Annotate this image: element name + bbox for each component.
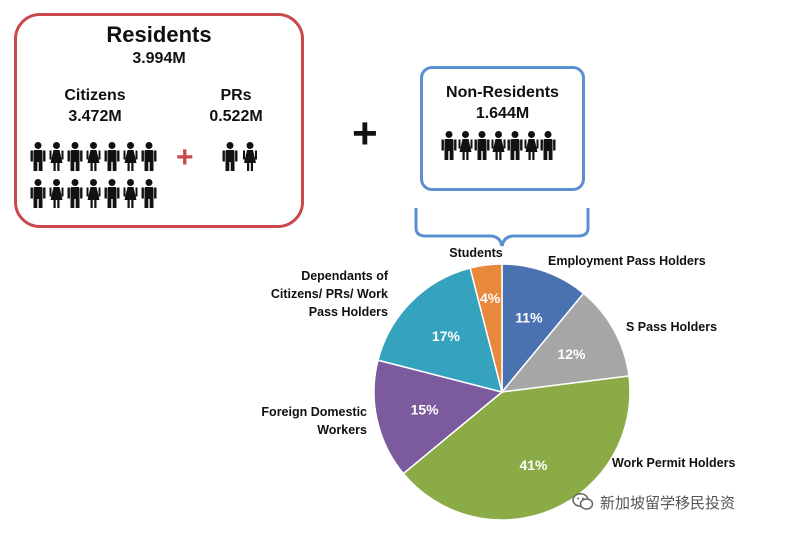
residents-title: Residents xyxy=(106,22,212,47)
non-residents-bracket xyxy=(414,208,590,247)
watermark: 新加坡留学移民投资 xyxy=(572,490,735,514)
watermark-text: 新加坡留学移民投资 xyxy=(600,493,736,512)
residents-plus-icon: + xyxy=(176,141,194,174)
person-icon xyxy=(86,142,101,171)
plus-icon: + xyxy=(352,109,378,158)
prs-label: PRs xyxy=(220,87,252,104)
person-icon xyxy=(507,131,523,160)
slice-category-label: Work Permit Holders xyxy=(612,456,735,470)
slice-category-label: Employment Pass Holders xyxy=(548,254,706,268)
pie-slice-3 xyxy=(402,375,631,521)
person-icon xyxy=(524,131,539,160)
residents-total: 3.994M xyxy=(132,50,186,67)
prs-value: 0.522M xyxy=(209,108,263,125)
person-icon xyxy=(474,131,490,160)
slice-percent-label: 12% xyxy=(557,346,586,362)
person-icon xyxy=(141,142,157,171)
pie-slice-2 xyxy=(500,292,630,393)
person-icon xyxy=(491,131,506,160)
person-icon xyxy=(49,179,64,208)
person-icon xyxy=(67,179,83,208)
person-icon xyxy=(540,131,556,160)
person-icon xyxy=(458,131,473,160)
person-icon xyxy=(104,142,120,171)
person-icon xyxy=(30,142,46,171)
slice-category-label: S Pass Holders xyxy=(626,320,717,334)
person-icon xyxy=(67,142,83,171)
slice-category-label: Dependants of Citizens/ PRs/ Work Pass Hol… xyxy=(271,269,389,319)
slice-category-label: Foreign Domestic Workers xyxy=(261,405,367,437)
person-icon xyxy=(222,142,238,171)
person-icon xyxy=(86,179,101,208)
person-icon xyxy=(104,179,120,208)
slice-percent-label: 15% xyxy=(411,401,440,417)
slice-percent-label: 11% xyxy=(515,309,543,325)
pie-slice-6 xyxy=(469,263,503,393)
person-icon xyxy=(30,179,46,208)
slice-percent-label: 17% xyxy=(432,328,461,344)
person-icon xyxy=(123,142,138,171)
pie-slice-1 xyxy=(501,263,585,395)
person-icon xyxy=(141,179,157,208)
person-icon xyxy=(123,179,138,208)
non-residents-value: 1.644M xyxy=(475,105,530,122)
non-residents-title: Non-Residents xyxy=(446,84,559,101)
citizens-label: Citizens xyxy=(64,87,126,104)
slice-percent-label: 4% xyxy=(480,290,501,306)
pie-slice-5 xyxy=(377,267,504,394)
person-icon xyxy=(49,142,64,171)
non-residents-box xyxy=(420,66,585,191)
slice-percent-label: 41% xyxy=(519,457,548,473)
pie-slice-4 xyxy=(373,359,504,475)
citizens-value: 3.472M xyxy=(68,108,122,125)
person-icon xyxy=(243,142,257,171)
wechat-icon xyxy=(572,493,594,510)
person-icon xyxy=(441,131,457,160)
slice-category-label: Students xyxy=(449,246,503,260)
